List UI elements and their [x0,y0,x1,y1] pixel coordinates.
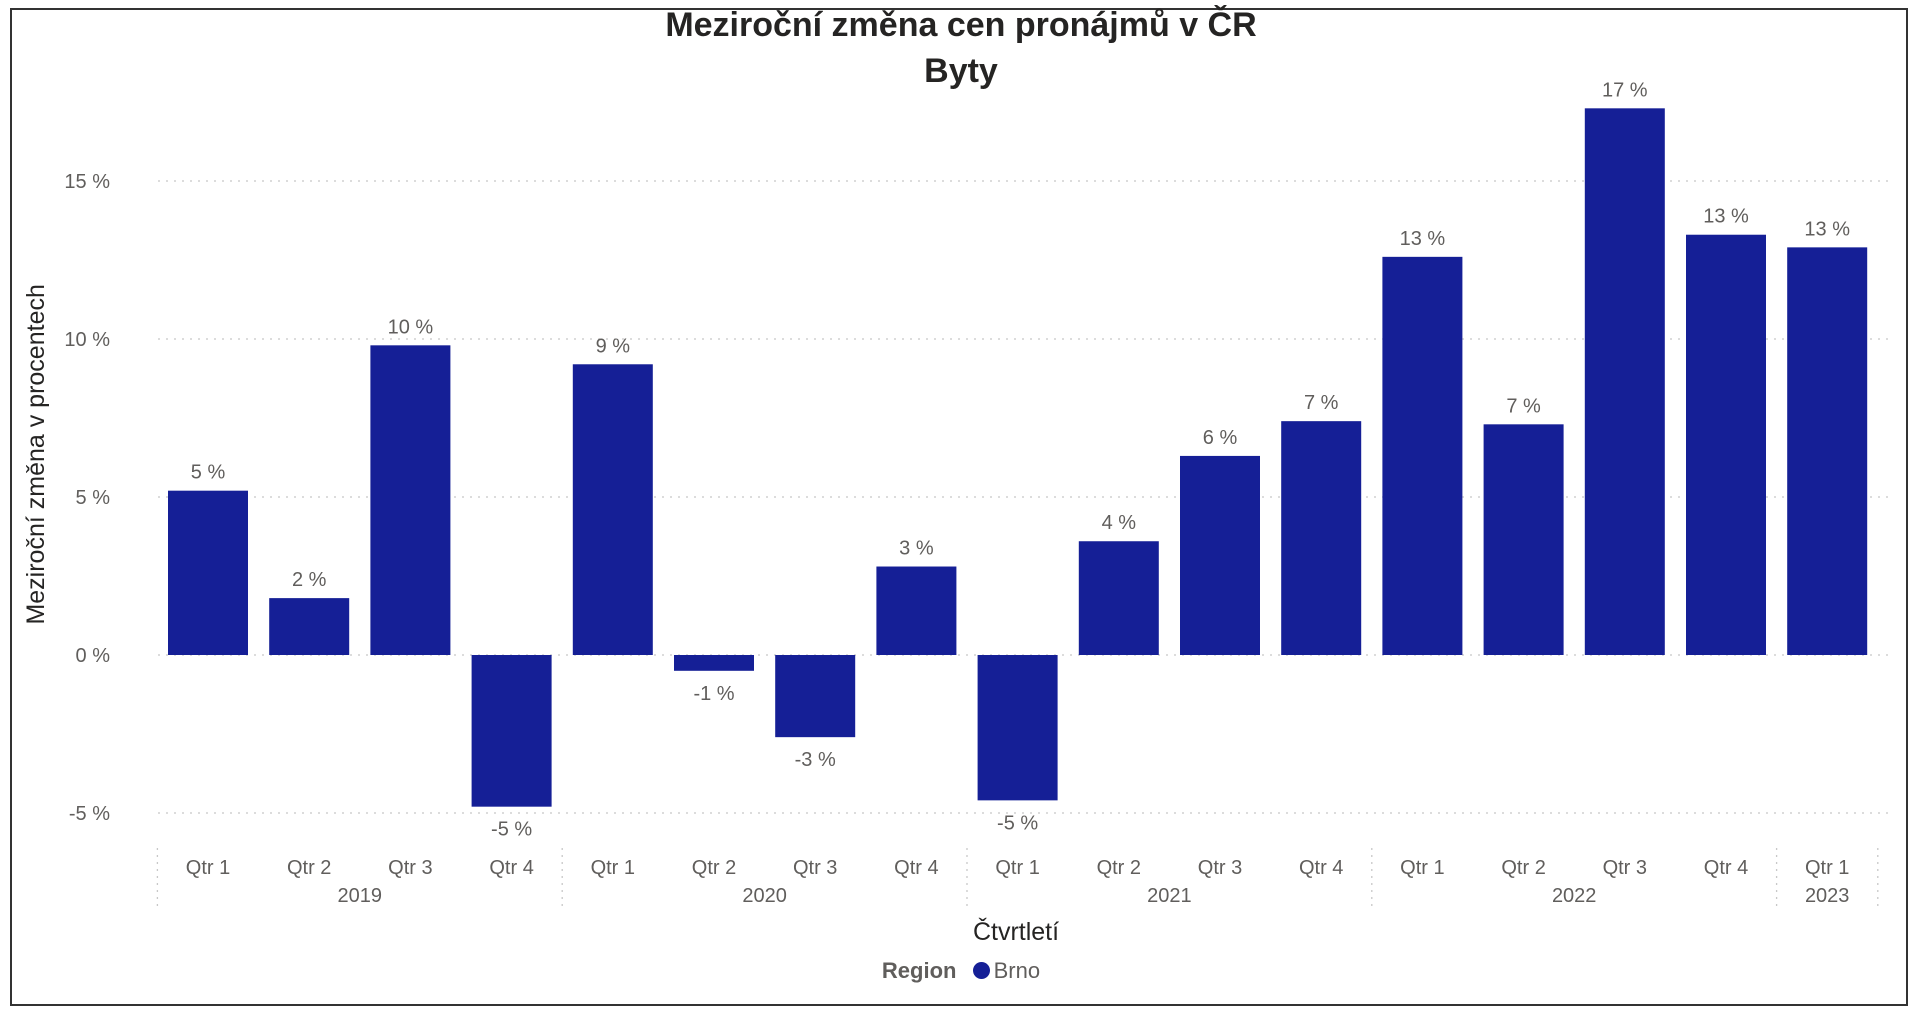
bar [471,655,552,807]
x-tick-label: Qtr 1 [186,857,230,879]
data-label: 9 % [596,335,631,357]
bar [572,364,653,655]
x-tick-label: Qtr 2 [692,857,736,879]
bar [876,566,957,655]
bar [1281,421,1362,655]
data-label: 5 % [191,462,226,484]
bar [775,655,856,738]
y-tick-label: 0 % [76,645,111,667]
year-label: 2021 [1147,885,1192,907]
x-tick-label: Qtr 2 [287,857,331,879]
data-label: 3 % [899,538,934,560]
chart-subtitle: Byty [924,52,998,90]
x-tick-label: Qtr 3 [1198,857,1242,879]
data-label: 17 % [1602,79,1648,101]
data-label: -1 % [693,683,734,705]
year-label: 2022 [1552,885,1597,907]
data-label: 4 % [1102,512,1137,534]
bar [1787,247,1868,656]
legend-item-brno[interactable]: Brno [993,958,1041,983]
data-label: 13 % [1804,218,1850,240]
data-label: -5 % [491,819,532,841]
x-tick-label: Qtr 1 [995,857,1039,879]
year-label: 2019 [338,885,383,907]
x-tick-label: Qtr 4 [489,857,533,879]
legend-marker-brno[interactable] [972,962,990,979]
data-label: -3 % [795,749,836,771]
data-label: 13 % [1400,228,1446,250]
x-tick-label: Qtr 3 [793,857,837,879]
data-label: 10 % [388,316,434,338]
data-label: 7 % [1506,395,1541,417]
bar [1078,541,1159,655]
data-label: 7 % [1304,392,1339,414]
bar [370,345,451,655]
x-tick-label: Qtr 3 [388,857,432,879]
y-axis-label: Meziroční změna v procentech [22,284,50,624]
x-tick-label: Qtr 4 [1704,857,1748,879]
legend: Region Brno [0,958,1922,984]
bar [1180,455,1260,655]
x-tick-label: Qtr 4 [1299,857,1343,879]
year-label: 2023 [1805,885,1850,907]
bar [1584,108,1665,655]
bar [1483,424,1564,655]
y-tick-label: 15 % [64,171,110,193]
chart-title: Meziroční změna cen pronájmů v ČR [665,6,1257,44]
data-label: -5 % [997,812,1038,834]
data-label: 6 % [1203,427,1238,449]
bar [168,490,248,655]
x-tick-label: Qtr 1 [591,857,635,879]
x-tick-label: Qtr 1 [1805,857,1849,879]
x-tick-label: Qtr 2 [1501,857,1545,879]
x-tick-label: Qtr 4 [894,857,938,879]
y-tick-label: -5 % [69,803,110,825]
y-tick-label: 5 % [76,487,111,509]
x-tick-label: Qtr 1 [1400,857,1444,879]
bar [977,655,1058,801]
bar [674,655,754,671]
x-tick-label: Qtr 2 [1097,857,1141,879]
year-label: 2020 [742,885,787,907]
data-label: 13 % [1703,206,1749,228]
y-tick-label: 10 % [64,329,110,351]
legend-title: Region [881,958,957,983]
data-label: 2 % [292,569,327,591]
x-tick-label: Qtr 3 [1603,857,1647,879]
bar [1382,256,1463,655]
bar [269,598,350,655]
x-axis-label: Čtvrtletí [973,917,1059,946]
bar [1686,234,1766,655]
